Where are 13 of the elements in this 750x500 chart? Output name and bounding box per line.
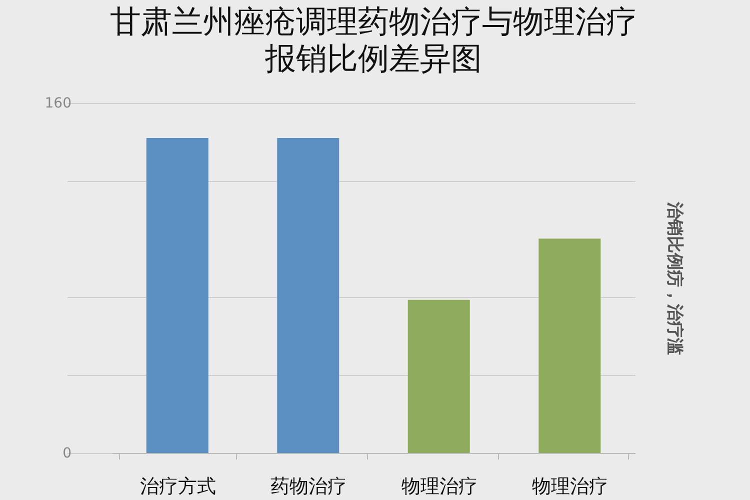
bar xyxy=(277,138,340,453)
y-tick-label: 160 xyxy=(44,96,72,112)
x-tick-label: 物理治疗 xyxy=(532,476,608,498)
x-tick-label: 药物治疗 xyxy=(270,476,347,498)
x-tick-label: 物理治疗 xyxy=(401,476,478,498)
bar xyxy=(146,138,208,453)
bar xyxy=(408,300,470,453)
y-tick-label: 0 xyxy=(62,446,72,462)
bar xyxy=(538,238,601,453)
x-tick-label: 治疗方式 xyxy=(140,476,216,498)
chart-subtitle: 报销比例差异图 xyxy=(264,41,482,77)
y2-axis-title: 治销比例疠，治疗滥 xyxy=(664,201,684,355)
chart-title: 甘肃兰州痤疮调理药物治疗与物理治疗 xyxy=(110,4,637,40)
